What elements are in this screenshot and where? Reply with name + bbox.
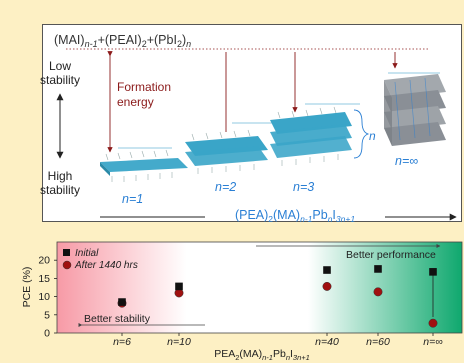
- point-after-3: [373, 287, 383, 297]
- stability-scale: Low stability High stability: [40, 59, 80, 197]
- x-tick-label-2: n=40: [315, 336, 339, 348]
- point-initial-2: [323, 266, 331, 274]
- reaction-formula: (MAI)n-1+(PEAI)2+(PbI2)n: [54, 33, 191, 49]
- x-axis-label: PEA2(MA)n-1PbnI3n+1: [214, 348, 310, 362]
- point-initial-1: [175, 282, 183, 291]
- annotations: Better stability Better performance: [78, 244, 441, 327]
- formation-energy-line2: energy: [117, 95, 154, 109]
- legend-after-label: After 1440 hrs: [74, 260, 138, 271]
- perovskite-n3: n: [270, 106, 376, 166]
- point-initial-4: [429, 268, 437, 276]
- label-n2: n=2: [215, 180, 236, 194]
- x-tick-label-1: n=10: [167, 336, 191, 348]
- legend-initial-label: Initial: [75, 248, 99, 259]
- y-tick-label-10: 10: [38, 291, 50, 303]
- y-axis: PCE (%) 0 5 10 15 20: [21, 255, 57, 340]
- low-stability-line2: stability: [40, 73, 80, 87]
- legend: Initial After 1440 hrs: [62, 248, 138, 271]
- perovskite-n2: [185, 129, 268, 174]
- annotation-better-performance: Better performance: [346, 249, 436, 261]
- perovskite-n-infinity: [384, 74, 446, 146]
- n-labels: n=1 n=2 n=3 n=∞: [122, 154, 418, 206]
- label-n1: n=1: [122, 192, 143, 206]
- x-axis: n=6 n=10 n=40 n=60 n=∞: [113, 333, 443, 348]
- x-tick-label-0: n=6: [113, 336, 131, 348]
- point-after-2: [322, 281, 332, 291]
- point-after-4: [428, 318, 438, 328]
- legend-after-swatch: [62, 260, 72, 270]
- legend-initial-swatch: [63, 249, 70, 256]
- x-tick-label-4: n=∞: [423, 336, 442, 348]
- label-n3: n=3: [293, 180, 314, 194]
- low-stability-line1: Low: [49, 59, 71, 73]
- y-tick-label-5: 5: [44, 309, 50, 321]
- data-points: [117, 265, 438, 328]
- x-tick-label-3: n=60: [366, 336, 390, 348]
- y-tick-label-15: 15: [38, 273, 50, 285]
- formation-energy-arrows: [107, 51, 398, 153]
- y-axis-label: PCE (%): [21, 267, 33, 308]
- high-stability-line2: stability: [40, 183, 80, 197]
- y-tick-label-0: 0: [44, 328, 50, 340]
- composition-axis-label: (PEA)2(MA)n-1PbnI3n+1: [235, 208, 355, 224]
- composition-axis: (PEA)2(MA)n-1PbnI3n+1: [100, 207, 457, 224]
- y-tick-label-20: 20: [38, 255, 50, 267]
- point-initial-0: [118, 298, 126, 306]
- label-n-infinity: n=∞: [395, 154, 418, 168]
- n-brace-label: n: [369, 129, 376, 143]
- point-initial-3: [374, 265, 382, 273]
- plot-area: [56, 241, 463, 334]
- perovskite-n1: [100, 149, 188, 182]
- annotation-better-stability: Better stability: [84, 313, 151, 325]
- formation-energy-line1: Formation: [117, 80, 171, 94]
- high-stability-line1: High: [48, 169, 73, 183]
